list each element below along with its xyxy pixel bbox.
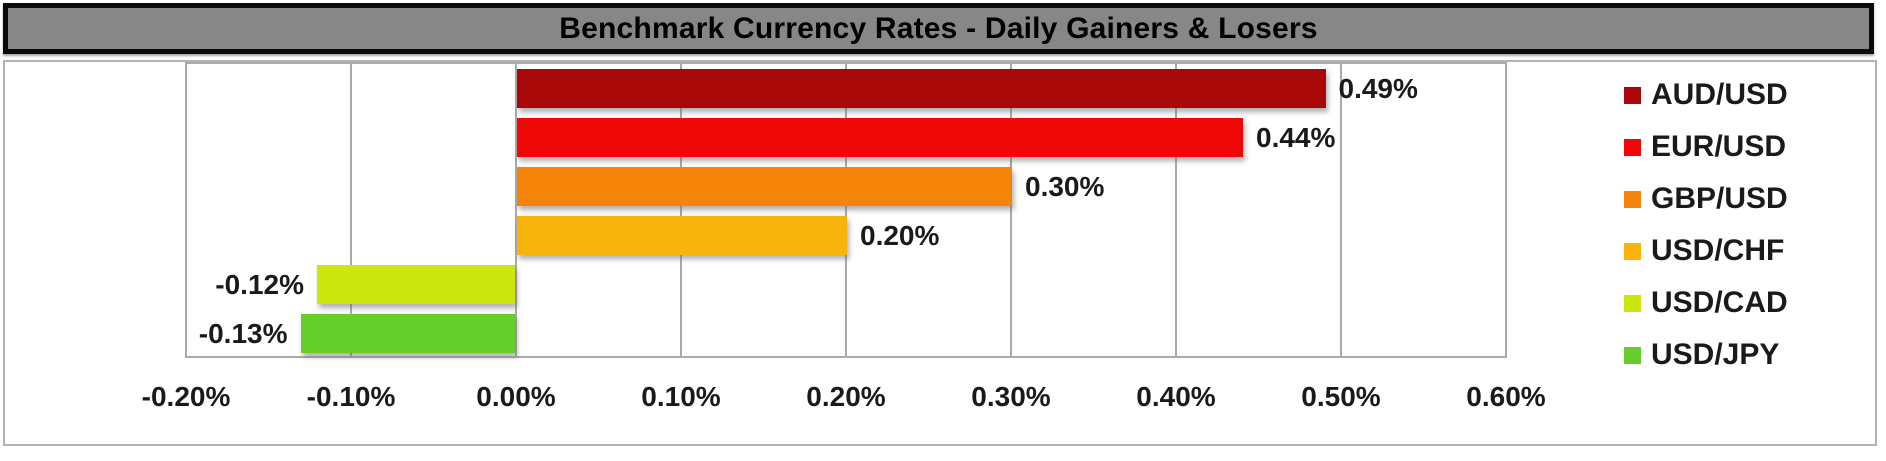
x-tick-label: 0.50%: [1301, 381, 1381, 412]
bar-usd-chf: [517, 216, 847, 255]
gridline: [845, 62, 847, 358]
chart-body: 0.49% 0.44% 0.30% 0.20% -0.12% -0.13% -0.20% -…: [3, 60, 1877, 446]
legend-marker-icon: [1624, 294, 1641, 312]
legend-label: USD/CAD: [1651, 286, 1788, 319]
data-label-eur-usd: 0.44%: [1256, 122, 1336, 153]
data-label-aud-usd: 0.49%: [1338, 73, 1418, 104]
chart-title: Benchmark Currency Rates - Daily Gainers…: [559, 11, 1318, 45]
gridline: [350, 62, 352, 358]
legend-label: GBP/USD: [1651, 182, 1788, 215]
bar-gbp-usd: [517, 167, 1012, 206]
legend-item-aud-usd: AUD/USD: [1624, 80, 1788, 110]
x-tick-label: 0.40%: [1136, 381, 1216, 412]
legend-marker-icon: [1624, 138, 1641, 156]
gridline: [1010, 62, 1012, 358]
legend-marker-icon: [1624, 86, 1641, 104]
gridline: [1505, 62, 1507, 358]
x-tick-label: 0.60%: [1466, 381, 1546, 412]
data-label-usd-chf: 0.20%: [860, 220, 940, 251]
x-axis-line: [185, 356, 1507, 358]
gridline: [185, 62, 187, 358]
legend-label: EUR/USD: [1651, 130, 1787, 163]
legend-marker-icon: [1624, 190, 1641, 208]
x-tick-label: 0.10%: [641, 381, 721, 412]
gridline: [1340, 62, 1342, 358]
bar-usd-cad: [317, 265, 515, 304]
bar-eur-usd: [517, 118, 1243, 157]
bar-aud-usd: [517, 69, 1326, 108]
x-tick-label: -0.10%: [306, 381, 396, 412]
data-label-usd-jpy: -0.13%: [198, 318, 288, 349]
bar-usd-jpy: [300, 314, 515, 353]
plot-top-border: [185, 62, 1507, 64]
legend-item-eur-usd: EUR/USD: [1624, 132, 1786, 162]
x-tick-label: 0.30%: [971, 381, 1051, 412]
legend-item-usd-chf: USD/CHF: [1624, 236, 1784, 266]
legend-label: AUD/USD: [1651, 78, 1788, 111]
x-tick-label: 0.00%: [476, 381, 556, 412]
x-tick-label: -0.20%: [141, 381, 231, 412]
gridline: [515, 62, 517, 358]
legend-item-usd-jpy: USD/JPY: [1624, 340, 1779, 370]
x-tick-label: 0.20%: [806, 381, 886, 412]
data-label-usd-cad: -0.12%: [215, 269, 304, 300]
data-label-gbp-usd: 0.30%: [1025, 171, 1105, 202]
legend-marker-icon: [1624, 242, 1641, 260]
legend-item-usd-cad: USD/CAD: [1624, 288, 1788, 318]
gridline: [1175, 62, 1177, 358]
legend-label: USD/JPY: [1651, 338, 1780, 371]
legend-label: USD/CHF: [1651, 234, 1785, 267]
gridline: [680, 62, 682, 358]
legend-marker-icon: [1624, 346, 1641, 364]
legend-item-gbp-usd: GBP/USD: [1624, 184, 1788, 214]
chart-title-bar: Benchmark Currency Rates - Daily Gainers…: [3, 3, 1874, 54]
